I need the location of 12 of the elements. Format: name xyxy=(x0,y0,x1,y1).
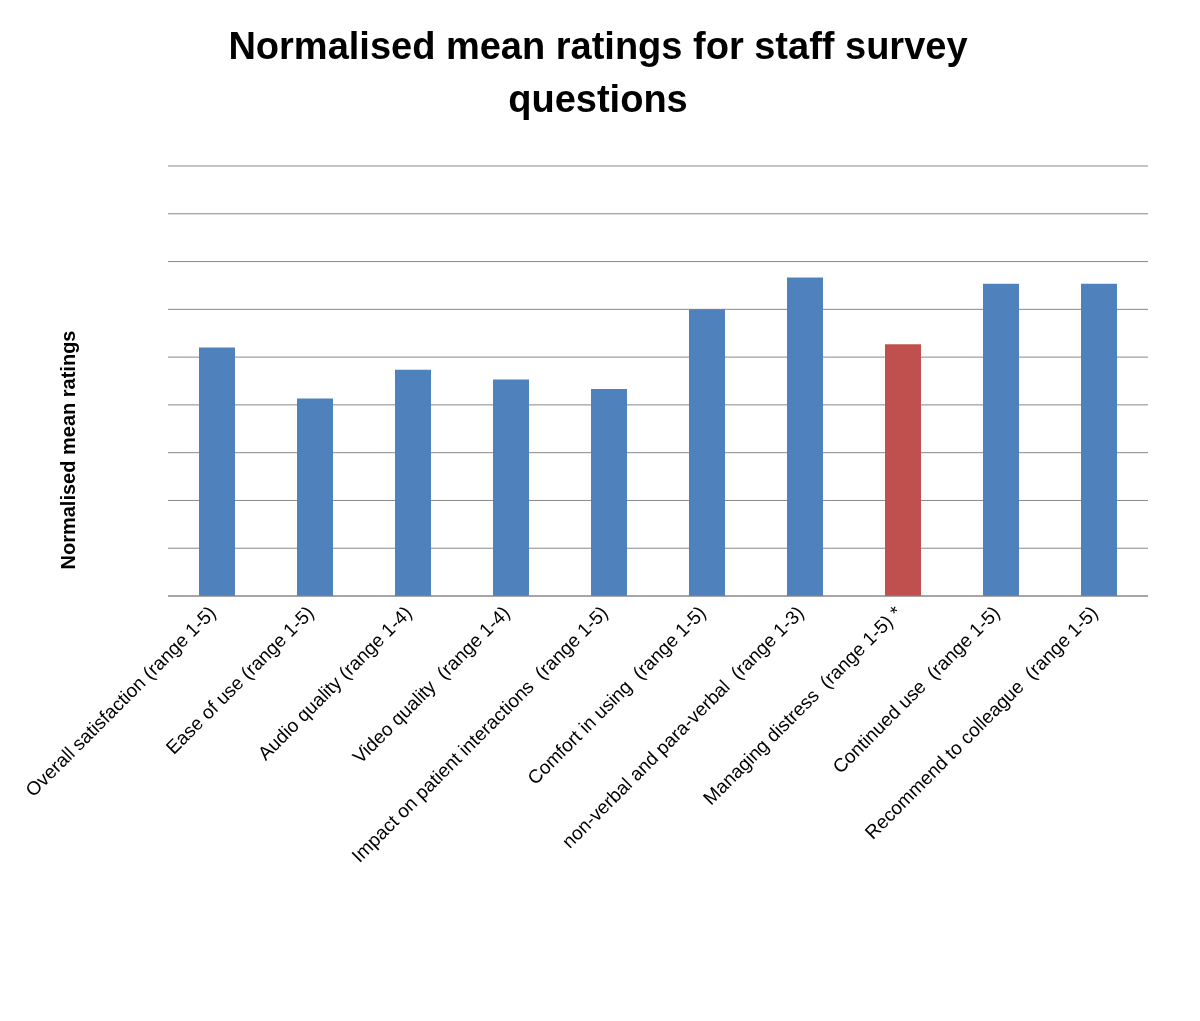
y-axis-title: Normalised mean ratings xyxy=(56,330,80,570)
chart-title: Normalised mean ratings for staff survey questions xyxy=(227,24,969,123)
bar xyxy=(885,344,921,597)
bar xyxy=(689,309,725,597)
bar xyxy=(395,370,431,597)
bar xyxy=(1081,284,1117,597)
bar xyxy=(493,379,529,597)
bar xyxy=(591,389,627,597)
bar xyxy=(787,277,823,597)
bar xyxy=(199,347,235,597)
bar xyxy=(983,284,1019,597)
bar xyxy=(297,398,333,597)
